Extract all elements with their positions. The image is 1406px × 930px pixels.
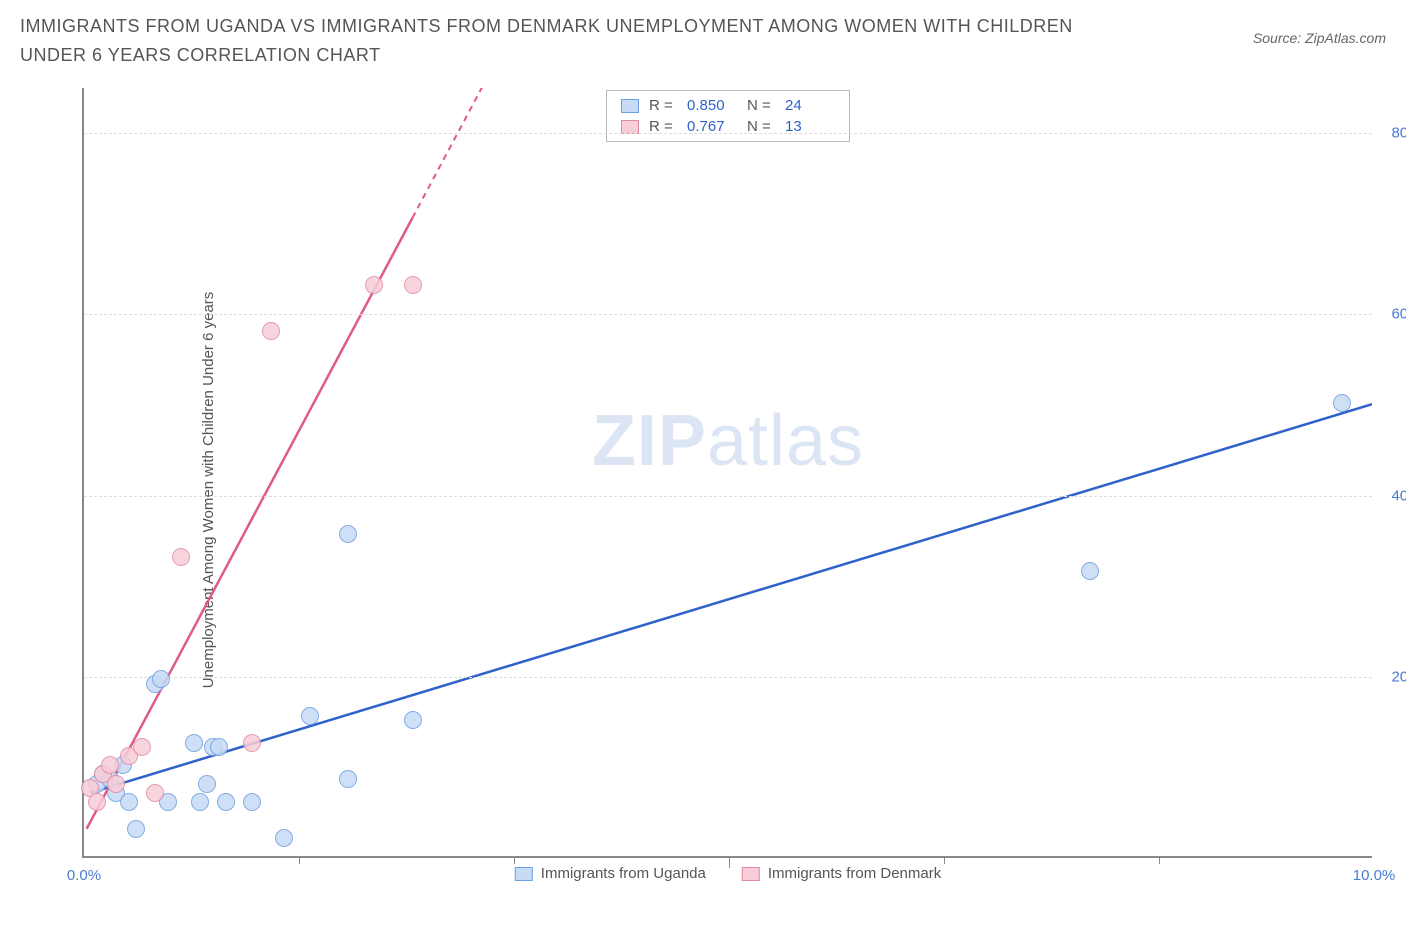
watermark: ZIPatlas xyxy=(592,400,864,482)
data-point xyxy=(185,734,203,752)
data-point xyxy=(243,734,261,752)
data-point xyxy=(107,775,125,793)
data-point xyxy=(243,793,261,811)
data-point xyxy=(404,276,422,294)
y-tick-label: 20.0% xyxy=(1391,668,1406,685)
chart-title: IMMIGRANTS FROM UGANDA VS IMMIGRANTS FRO… xyxy=(20,12,1120,70)
data-point xyxy=(1081,562,1099,580)
gridline xyxy=(84,314,1372,315)
data-point xyxy=(120,793,138,811)
x-tick-label: 10.0% xyxy=(1353,867,1396,884)
n-label: N = xyxy=(747,97,775,114)
data-point xyxy=(404,711,422,729)
data-point xyxy=(191,793,209,811)
legend-label-uganda: Immigrants from Uganda xyxy=(541,865,706,882)
r-value-uganda: 0.850 xyxy=(687,97,737,114)
x-minor-tick xyxy=(514,856,515,864)
data-point xyxy=(275,829,293,847)
legend-stats-row-uganda: R = 0.850 N = 24 xyxy=(607,95,849,116)
data-point xyxy=(262,322,280,340)
chart-header: IMMIGRANTS FROM UGANDA VS IMMIGRANTS FRO… xyxy=(0,0,1406,78)
gridline xyxy=(84,496,1372,497)
y-tick-label: 80.0% xyxy=(1391,125,1406,142)
swatch-uganda xyxy=(621,99,639,113)
source-attribution: Source: ZipAtlas.com xyxy=(1253,30,1386,46)
data-point xyxy=(172,548,190,566)
watermark-atlas: atlas xyxy=(707,401,864,481)
chart-container: Unemployment Among Women with Children U… xyxy=(20,80,1386,900)
x-minor-tick xyxy=(1159,856,1160,864)
gridline xyxy=(84,677,1372,678)
data-point xyxy=(1333,394,1351,412)
data-point xyxy=(198,775,216,793)
r-label: R = xyxy=(649,97,677,114)
x-minor-tick xyxy=(299,856,300,864)
n-value-uganda: 24 xyxy=(785,97,835,114)
data-point xyxy=(127,820,145,838)
data-point xyxy=(301,707,319,725)
swatch-denmark xyxy=(742,867,760,881)
data-point xyxy=(365,276,383,294)
data-point xyxy=(210,738,228,756)
y-tick-label: 40.0% xyxy=(1391,487,1406,504)
source-prefix: Source: xyxy=(1253,30,1305,46)
data-point xyxy=(101,756,119,774)
y-tick-label: 60.0% xyxy=(1391,306,1406,323)
legend-series: Immigrants from Uganda Immigrants from D… xyxy=(515,865,941,882)
x-minor-tick xyxy=(944,856,945,864)
legend-label-denmark: Immigrants from Denmark xyxy=(768,865,941,882)
plot-area: ZIPatlas R = 0.850 N = 24 R = 0.767 N = … xyxy=(82,88,1372,858)
swatch-denmark xyxy=(621,120,639,134)
data-point xyxy=(146,784,164,802)
data-point xyxy=(217,793,235,811)
data-point xyxy=(88,793,106,811)
legend-item-uganda: Immigrants from Uganda xyxy=(515,865,706,882)
data-point xyxy=(339,770,357,788)
x-minor-tick xyxy=(729,856,730,868)
gridline xyxy=(84,133,1372,134)
x-tick-label: 0.0% xyxy=(67,867,101,884)
data-point xyxy=(133,738,151,756)
watermark-zip: ZIP xyxy=(592,401,707,481)
data-point xyxy=(339,525,357,543)
data-point xyxy=(152,670,170,688)
trend-lines xyxy=(84,88,1372,856)
legend-item-denmark: Immigrants from Denmark xyxy=(742,865,941,882)
source-name: ZipAtlas.com xyxy=(1305,30,1386,46)
swatch-uganda xyxy=(515,867,533,881)
